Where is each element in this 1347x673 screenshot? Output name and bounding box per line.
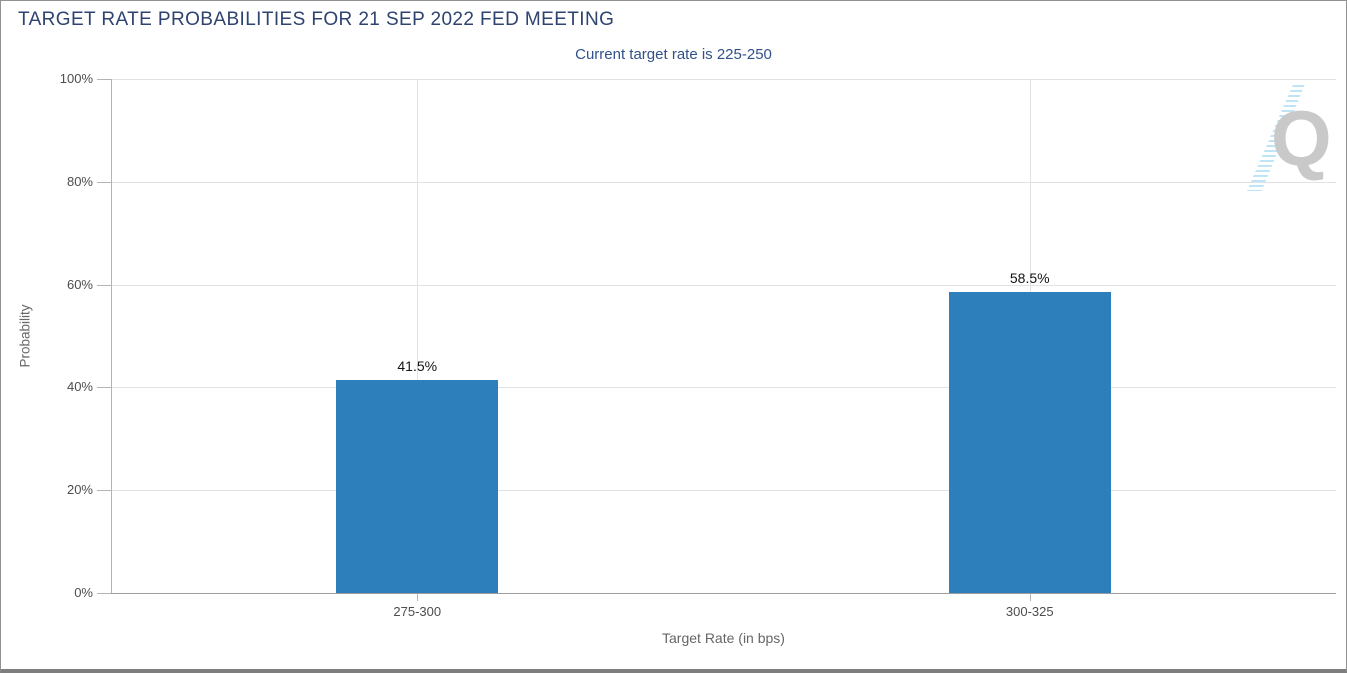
bar-value-label: 58.5% [1009, 270, 1050, 287]
x-tick-label: 275-300 [393, 604, 442, 619]
y-tick-label: 60% [66, 276, 93, 292]
page-title: TARGET RATE PROBABILITIES FOR 21 SEP 202… [18, 9, 615, 30]
y-axis-title: Probability [17, 304, 33, 368]
y-axis-line [111, 79, 112, 593]
y-tick-mark [97, 593, 111, 594]
y-tick-mark [97, 181, 111, 183]
y-tick-label: 100% [59, 71, 93, 86]
bar [336, 379, 499, 593]
gridline-vertical [417, 79, 419, 593]
x-tick-mark [1029, 593, 1031, 601]
chart-subtitle: Current target rate is 225-250 [575, 46, 772, 63]
gridline-horizontal [111, 181, 1336, 183]
gridline-horizontal [111, 387, 1336, 389]
y-tick-label: 40% [66, 379, 93, 395]
x-tick-mark [417, 593, 419, 601]
watermark-q-logo-icon: Q [1271, 94, 1332, 182]
gridline-horizontal [111, 284, 1336, 286]
gridline-horizontal [111, 490, 1336, 492]
y-tick-mark [97, 490, 111, 492]
bar [948, 292, 1111, 593]
y-tick-mark [97, 284, 111, 286]
x-tick-label: 300-325 [1005, 604, 1054, 619]
x-axis-line [111, 593, 1336, 594]
bar-value-label: 41.5% [397, 357, 438, 374]
gridline-horizontal [111, 79, 1336, 80]
y-tick-label: 20% [66, 482, 93, 498]
x-axis-title: Target Rate (in bps) [662, 630, 785, 646]
y-tick-mark [97, 79, 111, 80]
y-tick-label: 0% [74, 585, 93, 600]
y-tick-label: 80% [66, 173, 93, 189]
y-tick-mark [97, 387, 111, 389]
